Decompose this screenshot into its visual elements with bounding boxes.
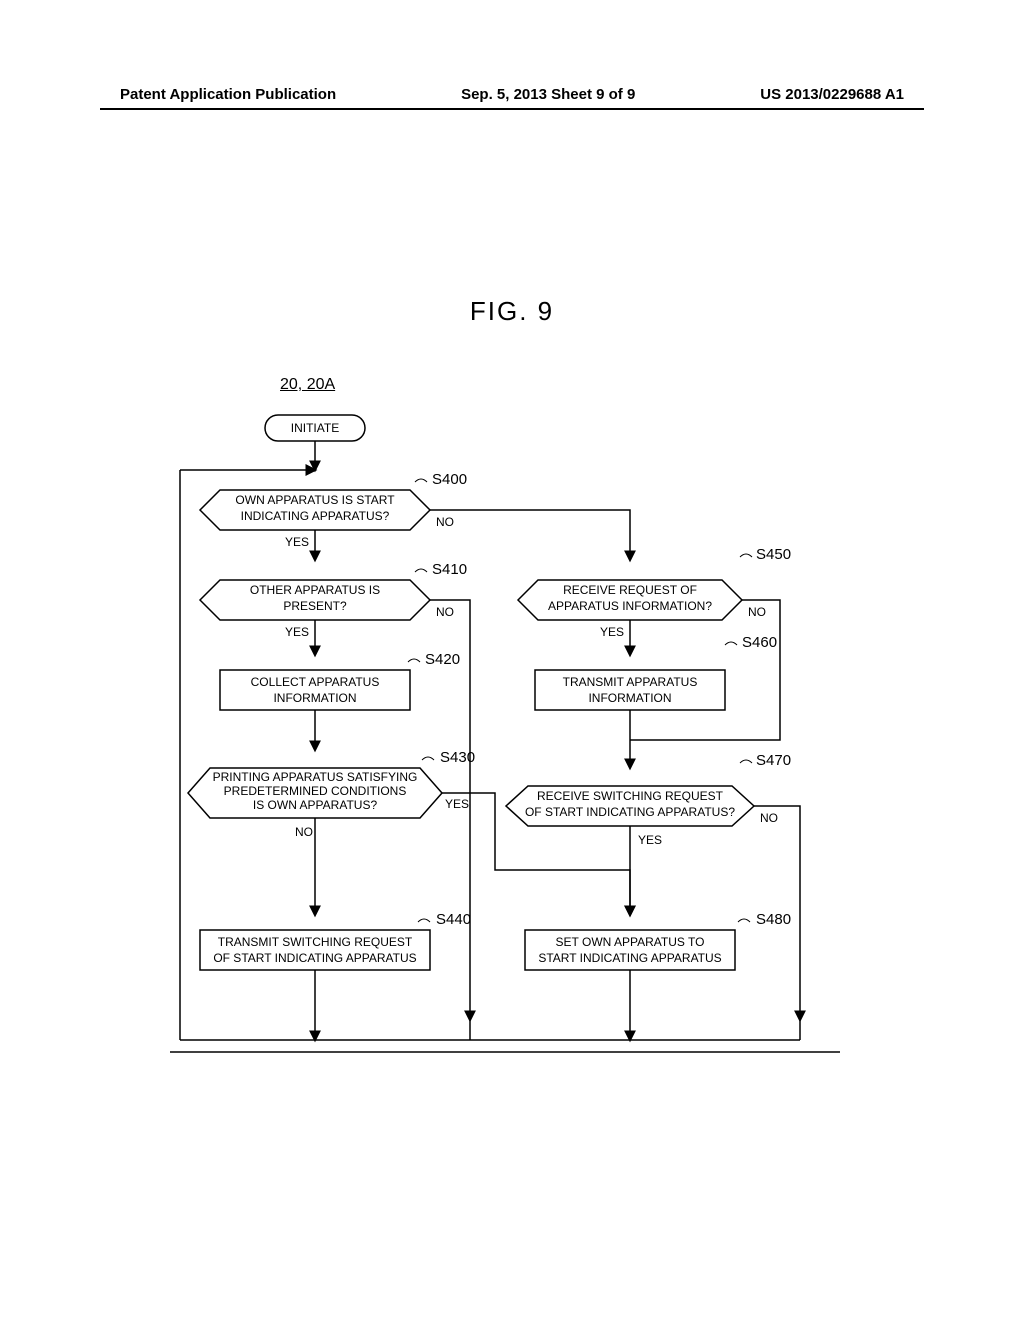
svg-text:COLLECT APPARATUS: COLLECT APPARATUS xyxy=(251,675,380,689)
svg-text:NO: NO xyxy=(436,515,454,529)
svg-text:S470: S470 xyxy=(756,752,791,769)
svg-text:NO: NO xyxy=(295,825,313,839)
svg-text:S460: S460 xyxy=(742,634,777,651)
svg-text:SET OWN APPARATUS TO: SET OWN APPARATUS TO xyxy=(556,935,705,949)
svg-text:TRANSMIT SWITCHING REQUEST: TRANSMIT SWITCHING REQUEST xyxy=(218,935,413,949)
figure-title: FIG. 9 xyxy=(0,296,1024,327)
svg-text:START INDICATING APPARATUS: START INDICATING APPARATUS xyxy=(538,951,721,965)
node-initiate: INITIATE xyxy=(265,415,365,441)
header-left: Patent Application Publication xyxy=(120,86,336,103)
svg-text:YES: YES xyxy=(285,625,309,639)
svg-text:S480: S480 xyxy=(756,911,791,928)
svg-text:INITIATE: INITIATE xyxy=(291,421,339,435)
patent-header: Patent Application Publication Sep. 5, 2… xyxy=(120,86,904,103)
node-s430: PRINTING APPARATUS SATISFYING PREDETERMI… xyxy=(188,768,442,818)
node-s450: RECEIVE REQUEST OF APPARATUS INFORMATION… xyxy=(518,580,742,620)
svg-text:S420: S420 xyxy=(425,651,460,668)
node-s400: OWN APPARATUS IS START INDICATING APPARA… xyxy=(200,490,430,530)
svg-text:S450: S450 xyxy=(756,546,791,563)
reference-number: 20, 20A xyxy=(280,376,335,394)
svg-text:OF START INDICATING APPARATUS: OF START INDICATING APPARATUS xyxy=(213,951,416,965)
svg-text:TRANSMIT APPARATUS: TRANSMIT APPARATUS xyxy=(563,675,698,689)
svg-text:IS OWN APPARATUS?: IS OWN APPARATUS? xyxy=(253,798,378,812)
header-rule xyxy=(100,108,924,110)
svg-text:YES: YES xyxy=(285,535,309,549)
svg-text:S400: S400 xyxy=(432,471,467,488)
node-s420: COLLECT APPARATUS INFORMATION xyxy=(220,670,410,710)
node-s480: SET OWN APPARATUS TO START INDICATING AP… xyxy=(525,930,735,970)
header-right: US 2013/0229688 A1 xyxy=(760,86,904,103)
node-s470: RECEIVE SWITCHING REQUEST OF START INDIC… xyxy=(506,786,754,826)
svg-text:YES: YES xyxy=(638,833,662,847)
svg-text:OWN APPARATUS IS START: OWN APPARATUS IS START xyxy=(235,493,395,507)
svg-text:INDICATING APPARATUS?: INDICATING APPARATUS? xyxy=(241,509,390,523)
svg-text:INFORMATION: INFORMATION xyxy=(273,691,356,705)
svg-text:PRESENT?: PRESENT? xyxy=(283,599,347,613)
svg-text:NO: NO xyxy=(436,605,454,619)
svg-text:NO: NO xyxy=(748,605,766,619)
svg-text:OF START INDICATING APPARATUS?: OF START INDICATING APPARATUS? xyxy=(525,805,735,819)
header-center: Sep. 5, 2013 Sheet 9 of 9 xyxy=(461,86,635,103)
node-s440: TRANSMIT SWITCHING REQUEST OF START INDI… xyxy=(200,930,430,970)
svg-text:S430: S430 xyxy=(440,749,475,766)
svg-text:APPARATUS INFORMATION?: APPARATUS INFORMATION? xyxy=(548,599,712,613)
svg-text:INFORMATION: INFORMATION xyxy=(588,691,671,705)
svg-text:PRINTING APPARATUS SATISFYING: PRINTING APPARATUS SATISFYING xyxy=(213,770,418,784)
svg-text:OTHER APPARATUS IS: OTHER APPARATUS IS xyxy=(250,583,380,597)
svg-text:RECEIVE SWITCHING REQUEST: RECEIVE SWITCHING REQUEST xyxy=(537,789,724,803)
flowchart: INITIATE OWN APPARATUS IS START INDICATI… xyxy=(140,410,900,1090)
svg-text:RECEIVE REQUEST OF: RECEIVE REQUEST OF xyxy=(563,583,697,597)
node-s410: OTHER APPARATUS IS PRESENT? xyxy=(200,580,430,620)
svg-text:YES: YES xyxy=(445,797,469,811)
svg-text:YES: YES xyxy=(600,625,624,639)
svg-text:S410: S410 xyxy=(432,561,467,578)
svg-text:S440: S440 xyxy=(436,911,471,928)
node-s460: TRANSMIT APPARATUS INFORMATION xyxy=(535,670,725,710)
svg-text:NO: NO xyxy=(760,811,778,825)
svg-text:PREDETERMINED CONDITIONS: PREDETERMINED CONDITIONS xyxy=(224,784,407,798)
